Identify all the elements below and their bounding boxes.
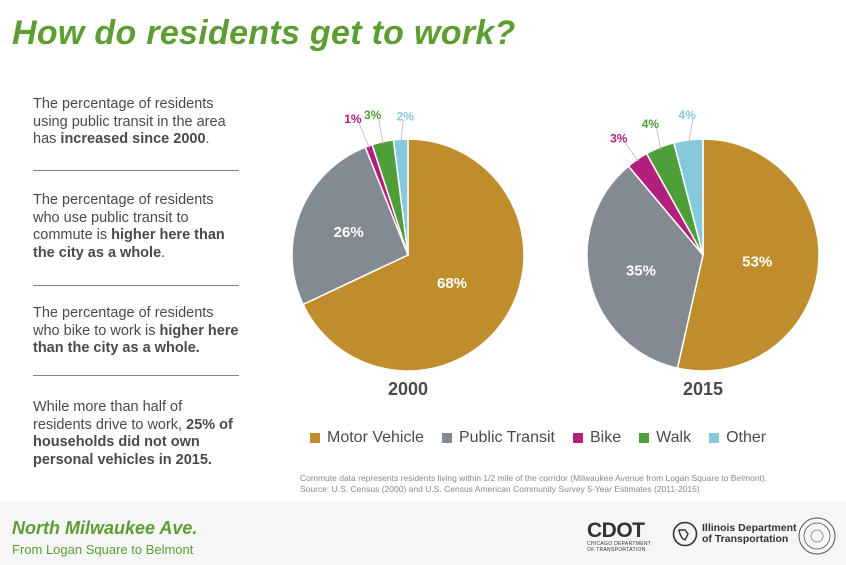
legend-item-motor-vehicle: Motor Vehicle xyxy=(310,429,424,447)
slice-public-transit xyxy=(586,165,704,370)
leader-line xyxy=(400,120,404,142)
legend-label: Bike xyxy=(589,429,622,446)
bullet-1: The percentage of residents using public… xyxy=(33,96,248,149)
divider xyxy=(33,170,239,171)
data-label: 4% xyxy=(678,108,696,122)
legend-item-walk: Walk xyxy=(639,429,691,447)
data-label: 53% xyxy=(742,253,772,270)
footer-subtitle: From Logan Square to Belmont xyxy=(12,542,194,557)
cdot-logo-subtext: OF TRANSPORTATION xyxy=(587,547,646,553)
legend-label: Other xyxy=(726,429,767,446)
bullet-1-end: . xyxy=(205,131,210,147)
legend-item-public-transit: Public Transit xyxy=(441,429,555,447)
legend-swatch xyxy=(639,433,650,443)
legend-swatch xyxy=(572,433,583,443)
legend-label: Walk xyxy=(656,429,692,446)
bullet-3-bold: higher here than the city as a whole. xyxy=(33,322,239,357)
legend-item-other: Other xyxy=(709,429,766,447)
data-label: 26% xyxy=(334,224,364,241)
footer xyxy=(0,502,846,565)
legend-label: Motor Vehicle xyxy=(327,429,424,446)
legend: Motor Vehicle Public Transit Bike Walk O… xyxy=(310,429,784,447)
leader-line xyxy=(358,122,370,149)
bullet-1-bold: increased since 2000 xyxy=(60,131,206,147)
data-label: 3% xyxy=(610,132,628,146)
source-note: Commute data represents residents living… xyxy=(300,473,840,495)
chart-title: 2015 xyxy=(683,379,723,399)
slice-motor-vehicle xyxy=(302,138,525,372)
footer-title: North Milwaukee Ave. xyxy=(12,518,198,538)
data-label: 2% xyxy=(397,109,415,123)
bullet-4: While more than half of residents drive … xyxy=(33,399,239,469)
bullet-4-bold: 25% of households did not own personal v… xyxy=(33,416,233,468)
note-line-1: Commute data represents residents living… xyxy=(300,473,768,483)
leader-line xyxy=(378,118,384,145)
data-label: 68% xyxy=(437,275,467,292)
leader-line xyxy=(624,142,639,162)
divider xyxy=(33,375,239,376)
chart-title: 2000 xyxy=(388,379,428,399)
data-label: 35% xyxy=(626,262,656,279)
pie-2015: 53% 35% 3% 4% 4% xyxy=(586,108,820,372)
slice-other xyxy=(672,138,704,256)
leader-line xyxy=(656,127,662,150)
data-label: 4% xyxy=(642,117,660,131)
bullet-2-end: . xyxy=(161,244,166,261)
bullet-4-text: While more than half of residents drive … xyxy=(33,399,187,433)
note-line-2: Source: U.S. Census (2000) and U.S. Cens… xyxy=(300,484,700,494)
page-title: How do residents get to work? xyxy=(12,14,516,52)
city-seal-icon xyxy=(798,517,836,555)
legend-swatch xyxy=(310,433,320,443)
data-label: 1% xyxy=(344,112,362,126)
pie-2000: 68% 26% 1% 3% 2% xyxy=(291,108,525,372)
legend-label: Public Transit xyxy=(458,429,555,446)
legend-item-bike: Bike xyxy=(572,429,622,447)
bullet-2-bold: higher here than the city as a whole xyxy=(33,227,225,261)
bullet-1-text: The percentage of residents using public… xyxy=(33,96,226,147)
legend-swatch xyxy=(441,433,452,443)
divider xyxy=(33,285,239,286)
cdot-logo: CDOT CHICAGO DEPARTMENT OF TRANSPORTATIO… xyxy=(587,520,651,553)
idot-logo-text: Illinois Department xyxy=(702,522,797,534)
legend-swatch xyxy=(709,433,720,443)
cdot-logo-text: CDOT xyxy=(587,519,645,542)
bullet-3-text: The percentage of residents who bike to … xyxy=(33,305,214,339)
slice-motor-vehicle xyxy=(676,138,820,372)
bullet-3: The percentage of residents who bike to … xyxy=(33,305,243,358)
leader-line xyxy=(688,118,694,143)
data-label: 3% xyxy=(364,108,382,122)
bullet-2: The percentage of residents who use publ… xyxy=(33,192,239,262)
slice-other xyxy=(392,138,409,256)
slice-public-transit xyxy=(291,146,409,306)
idot-emblem-icon xyxy=(672,521,698,547)
cdot-logo-subtext: CHICAGO DEPARTMENT xyxy=(587,541,652,547)
idot-logo: Illinois Department of Transportation xyxy=(672,521,797,547)
idot-logo-text: of Transportation xyxy=(702,533,789,545)
bullet-2-text: The percentage of residents who use publ… xyxy=(33,192,214,243)
